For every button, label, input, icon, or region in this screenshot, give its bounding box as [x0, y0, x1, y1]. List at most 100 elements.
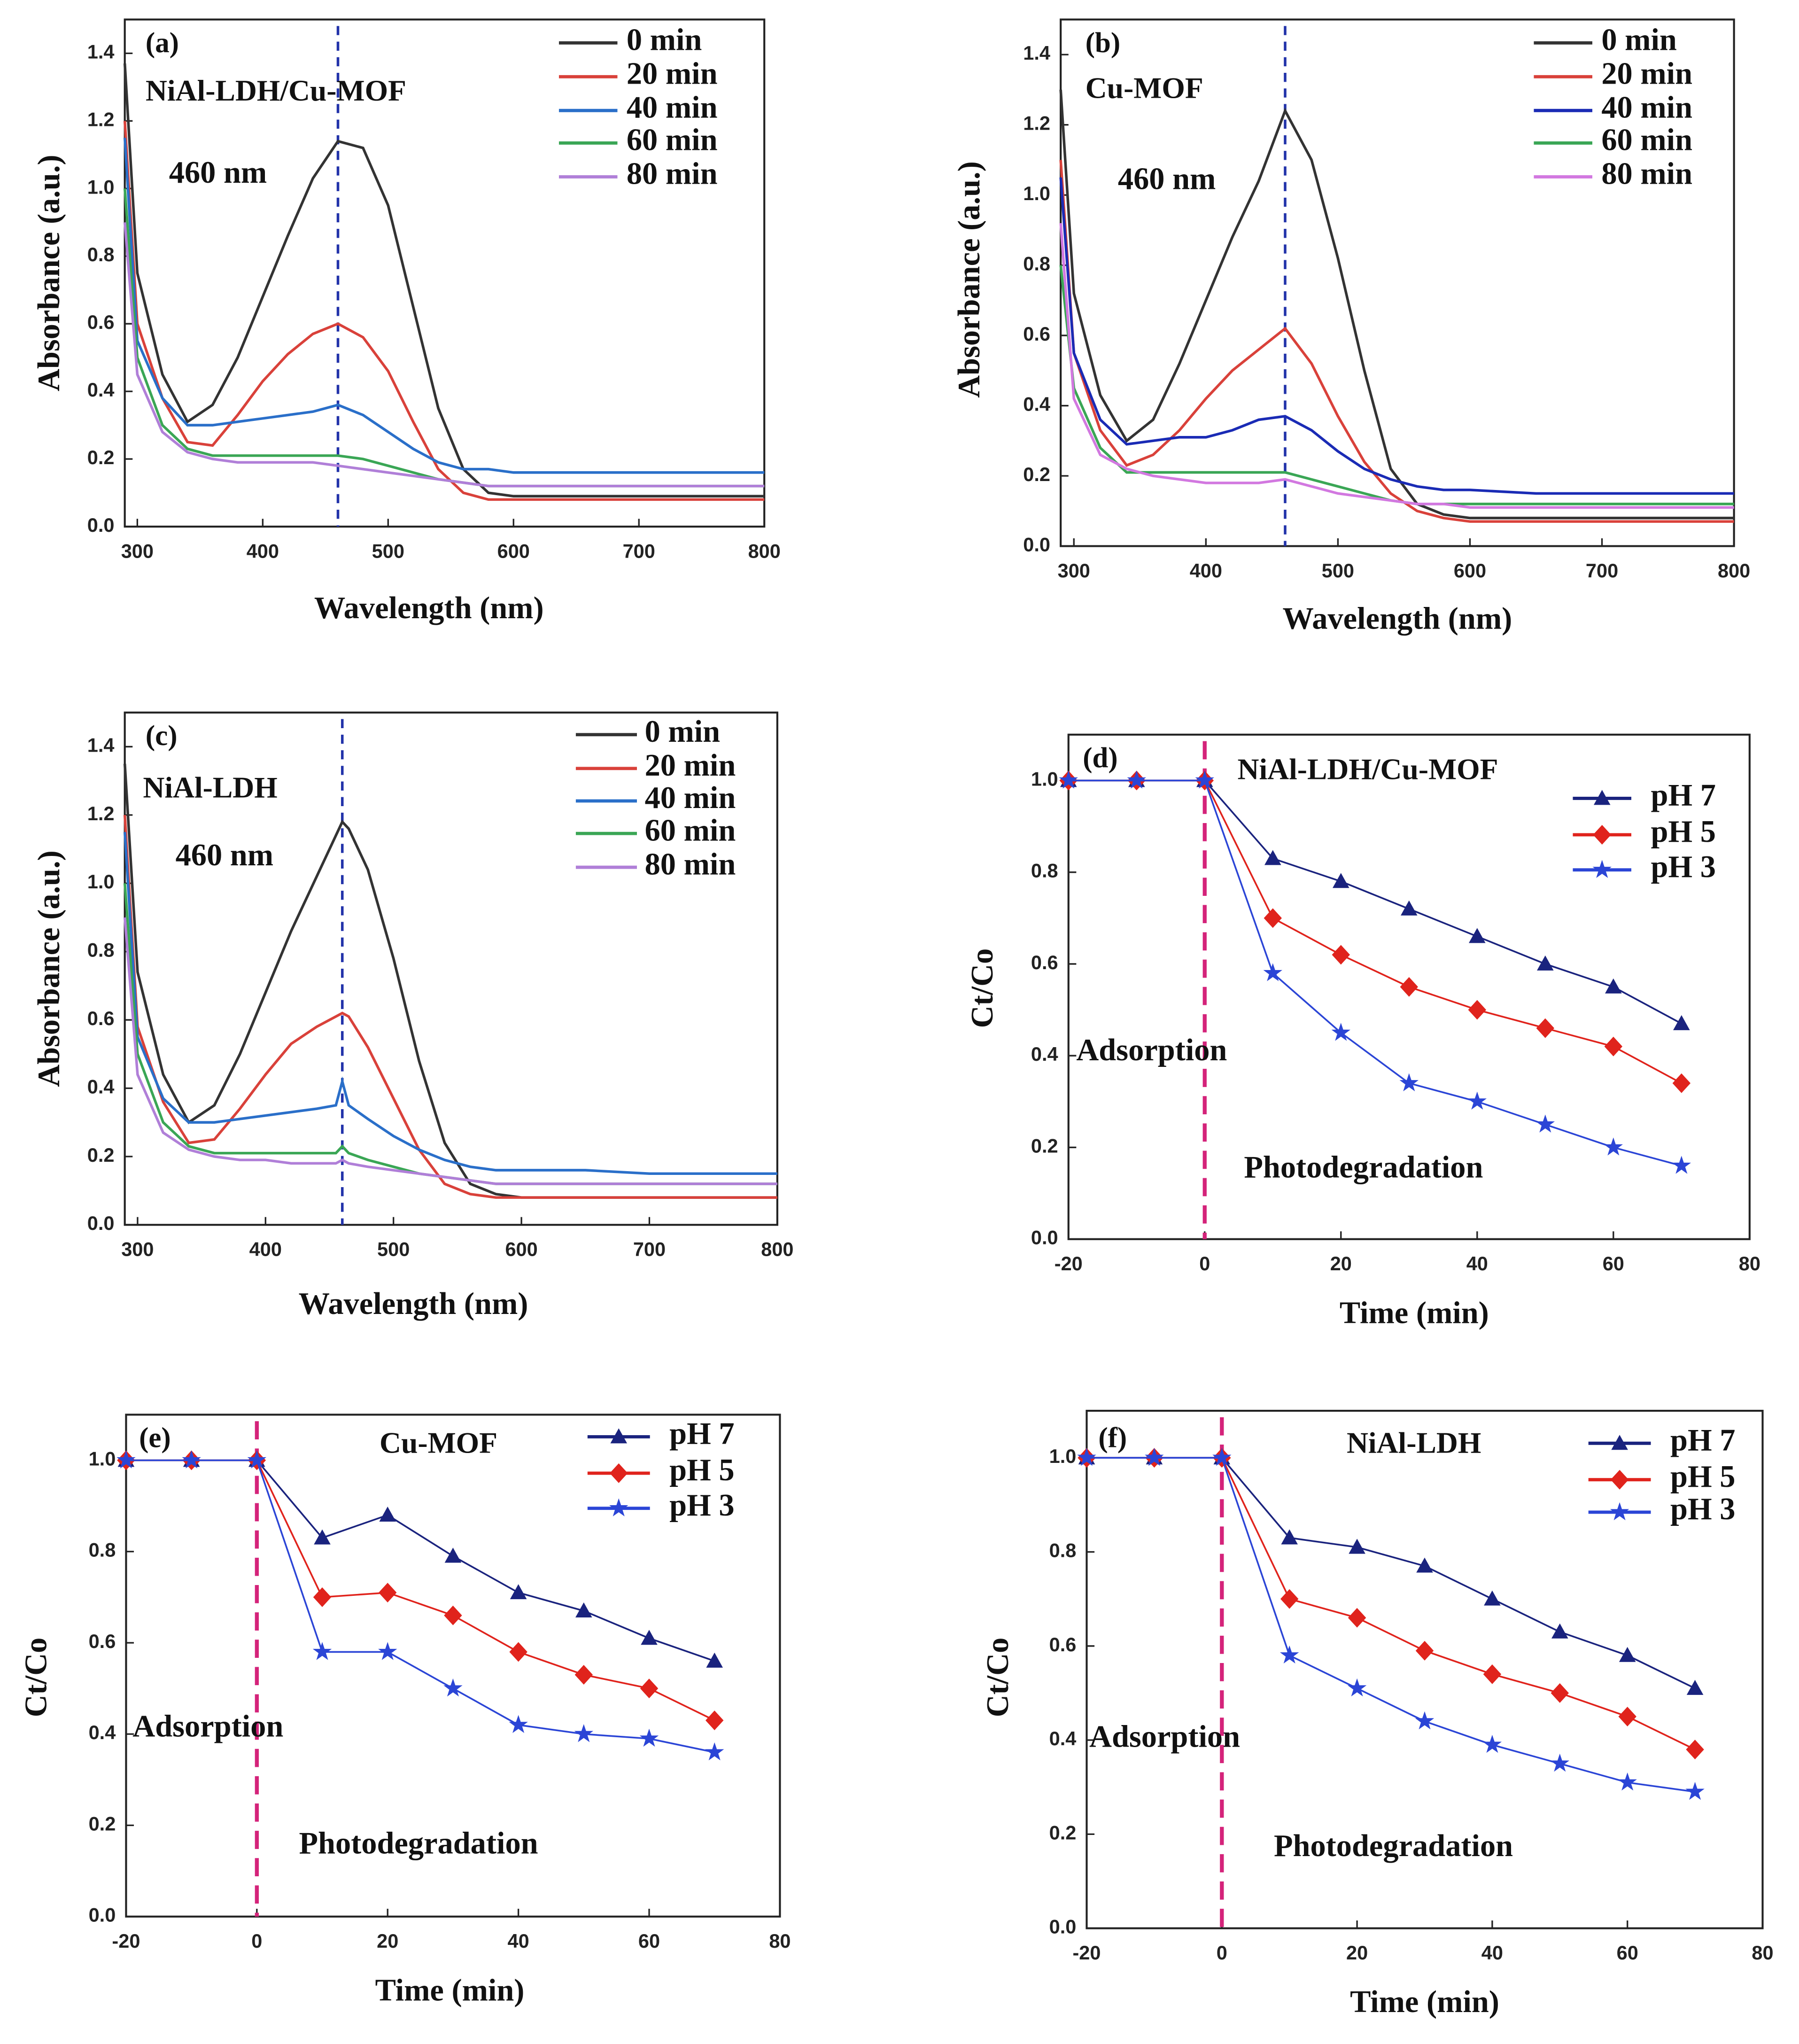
panel: -20 0 20 40 60 80 0.0 0.2 0.4 0.6 0.8 1.0 pH 7pH 5pH… — [981, 1409, 1774, 2019]
x-axis-label: Wavelength (nm) — [314, 591, 544, 625]
series-line — [1086, 1457, 1696, 1689]
x-tick-label: 300 — [121, 540, 154, 562]
series-line — [1086, 1457, 1696, 1750]
plot-frame — [124, 18, 766, 528]
marker — [1469, 928, 1486, 943]
y-tick-label: 0.0 — [89, 1904, 116, 1926]
panel-label: (d) — [1083, 742, 1117, 774]
series-line — [123, 815, 777, 1199]
marker — [1618, 1707, 1636, 1726]
x-tick-label: -20 — [1073, 1942, 1101, 1964]
panel-label: (c) — [146, 720, 178, 752]
legend-label: 80 min — [627, 157, 718, 191]
marker — [1483, 1664, 1502, 1684]
panel: 300 400 500 600 700 800 0.0 0.2 0.4 0.6 0.8 1.0 1.2 1… — [32, 18, 781, 625]
y-tick-label: 0.8 — [89, 1539, 116, 1561]
series-line — [123, 188, 765, 488]
marker — [313, 1587, 332, 1607]
legend-label: 40 min — [627, 91, 718, 125]
marker — [182, 1450, 201, 1469]
marker — [1482, 1734, 1502, 1753]
marker — [574, 1665, 593, 1685]
y-tick-label: 0.2 — [1023, 463, 1050, 485]
marker — [640, 1679, 659, 1699]
legend-label: pH 3 — [1651, 850, 1716, 884]
y-tick-label: 0.0 — [87, 1212, 115, 1234]
x-tick-label: 40 — [508, 1930, 529, 1952]
x-tick-label: 20 — [377, 1930, 398, 1952]
marker — [1331, 1023, 1351, 1041]
marker — [706, 1652, 723, 1668]
series-line — [123, 883, 777, 1185]
panel-title: NiAl-LDH/Cu-MOF — [146, 74, 406, 107]
marker — [1468, 1000, 1487, 1020]
marker — [379, 1583, 397, 1603]
x-tick-label: 800 — [748, 540, 781, 562]
y-tick-label: 1.0 — [1031, 768, 1058, 790]
x-axis-label: Time (min) — [1350, 1985, 1499, 2019]
panel-title: Cu-MOF — [1086, 71, 1203, 104]
y-tick-label: 0.6 — [87, 1007, 115, 1029]
marker — [575, 1602, 592, 1617]
x-tick-label: 600 — [497, 540, 530, 562]
x-tick-label: 400 — [1190, 560, 1222, 582]
x-tick-label: 300 — [121, 1238, 154, 1260]
y-tick-label: 0.0 — [1031, 1227, 1058, 1249]
y-tick-label: 0.2 — [87, 446, 115, 468]
y-tick-label: 1.0 — [87, 870, 115, 893]
y-tick-label: 1.2 — [87, 802, 115, 824]
marker — [1400, 977, 1419, 997]
y-tick-label: 0.4 — [89, 1721, 116, 1743]
legend-label: pH 3 — [1670, 1492, 1735, 1526]
legend-label: 0 min — [627, 23, 702, 57]
legend-label: 0 min — [645, 715, 721, 749]
y-tick-label: 0.2 — [1031, 1135, 1058, 1157]
marker — [1536, 1018, 1555, 1038]
marker — [1263, 963, 1282, 981]
legend-label: 20 min — [627, 57, 718, 91]
marker — [1604, 1137, 1623, 1156]
x-tick-label: 500 — [377, 1238, 410, 1260]
marker — [1610, 1502, 1629, 1521]
marker — [1593, 790, 1611, 805]
marker — [1212, 1447, 1232, 1466]
marker — [1592, 860, 1612, 878]
marker — [510, 1584, 527, 1600]
y-tick-label: 0.0 — [1049, 1916, 1077, 1938]
marker — [247, 1450, 267, 1469]
annotation: Photodegradation — [1244, 1150, 1483, 1184]
x-axis-label: Wavelength (nm) — [299, 1287, 528, 1321]
y-tick-label: 0.6 — [89, 1630, 116, 1652]
legend-label: 0 min — [1601, 23, 1677, 57]
x-axis-label: Time (min) — [375, 1973, 525, 2007]
panel-label: (a) — [146, 27, 179, 59]
x-tick-label: 60 — [1603, 1252, 1624, 1275]
legend-label: pH 7 — [1651, 778, 1716, 813]
marker — [641, 1630, 658, 1645]
y-tick-label: 1.0 — [1023, 182, 1050, 204]
marker — [1264, 908, 1282, 928]
x-tick-label: 600 — [1454, 560, 1486, 582]
annotation: 460 nm — [169, 155, 267, 190]
marker — [1280, 1589, 1299, 1609]
y-tick-label: 0.8 — [1023, 253, 1050, 275]
y-tick-label: 0.6 — [87, 311, 115, 333]
y-tick-label: 0.4 — [1049, 1727, 1077, 1749]
y-tick-label: 0.2 — [87, 1144, 115, 1166]
marker — [1686, 1740, 1704, 1760]
series-line — [1086, 1457, 1695, 1793]
y-tick-label: 0.6 — [1049, 1633, 1077, 1655]
series-line — [123, 63, 765, 497]
panel: 300 400 500 600 700 800 0.0 0.2 0.4 0.6 0.8 1.0 1.2 1… — [952, 18, 1750, 636]
x-tick-label: 700 — [633, 1238, 666, 1260]
legend-label: 80 min — [645, 847, 736, 881]
y-axis-label: Ct/Co — [19, 1638, 53, 1718]
y-tick-label: 0.4 — [1031, 1043, 1058, 1065]
x-tick-label: 20 — [1330, 1252, 1352, 1275]
marker — [509, 1642, 527, 1662]
x-axis-label: Wavelength (nm) — [1283, 601, 1512, 636]
legend-label: pH 5 — [1670, 1460, 1735, 1494]
y-tick-label: 0.6 — [1023, 323, 1050, 345]
y-tick-label: 0.8 — [1031, 860, 1058, 882]
marker — [706, 1710, 724, 1731]
